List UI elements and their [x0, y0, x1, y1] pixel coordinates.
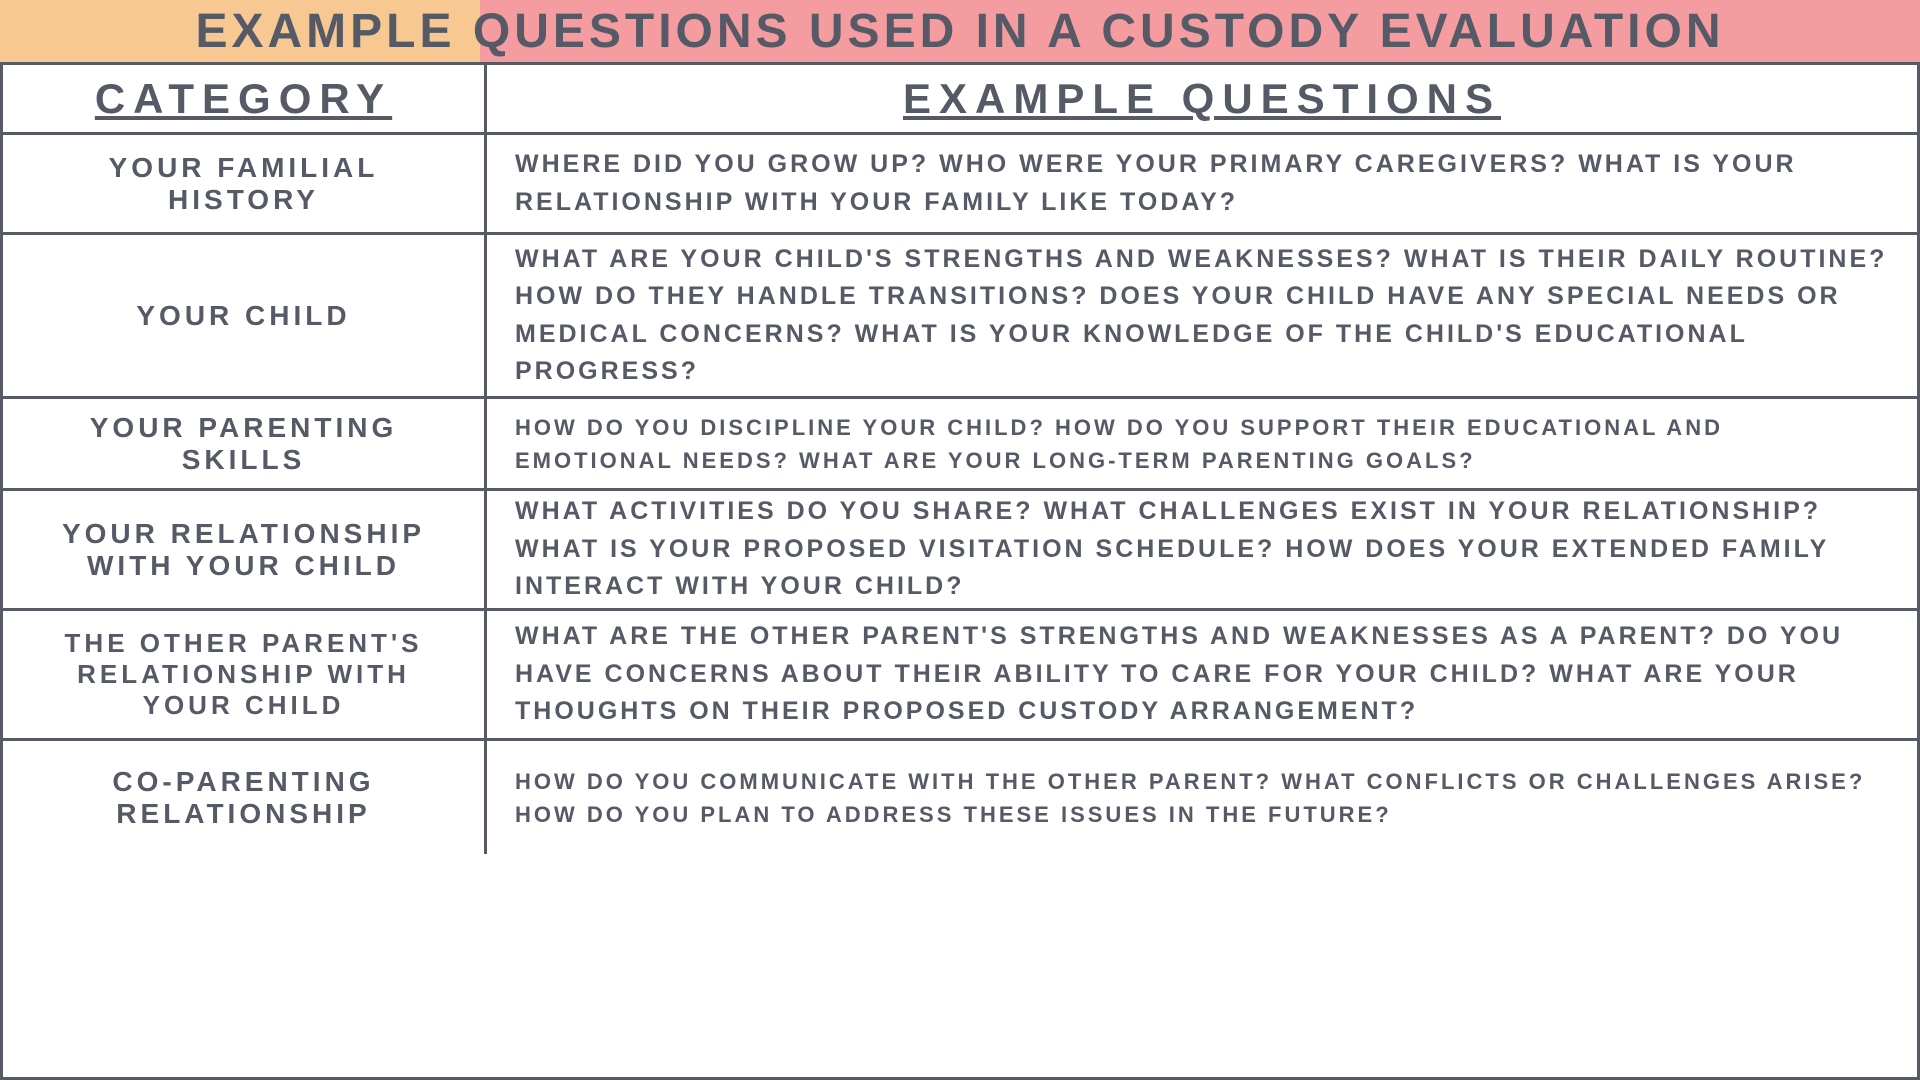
category-text: YOUR FAMILIAL HISTORY	[35, 152, 452, 216]
category-text: CO-PARENTING RELATIONSHIP	[35, 766, 452, 830]
table-row: YOUR RELATIONSHIP WITH YOUR CHILD WHAT A…	[3, 488, 1917, 608]
questions-text: HOW DO YOU COMMUNICATE WITH THE OTHER PA…	[515, 765, 1889, 831]
category-cell: THE OTHER PARENT'S RELATIONSHIP WITH YOU…	[3, 611, 487, 738]
category-text: YOUR PARENTING SKILLS	[35, 412, 452, 476]
questions-text: WHAT ACTIVITIES DO YOU SHARE? WHAT CHALL…	[515, 493, 1889, 606]
questions-text: HOW DO YOU DISCIPLINE YOUR CHILD? HOW DO…	[515, 411, 1889, 477]
questions-text: WHERE DID YOU GROW UP? WHO WERE YOUR PRI…	[515, 146, 1889, 221]
category-cell: YOUR PARENTING SKILLS	[3, 399, 487, 488]
category-cell: YOUR CHILD	[3, 235, 487, 396]
questions-cell: WHERE DID YOU GROW UP? WHO WERE YOUR PRI…	[487, 135, 1917, 232]
questions-cell: WHAT ARE THE OTHER PARENT'S STRENGTHS AN…	[487, 611, 1917, 738]
table-header-row: CATEGORY EXAMPLE QUESTIONS	[3, 62, 1917, 132]
category-cell: CO-PARENTING RELATIONSHIP	[3, 741, 487, 854]
page-title: EXAMPLE QUESTIONS USED IN A CUSTODY EVAL…	[0, 0, 1920, 62]
category-text: YOUR RELATIONSHIP WITH YOUR CHILD	[35, 518, 452, 582]
header-category: CATEGORY	[3, 65, 487, 132]
table-row: THE OTHER PARENT'S RELATIONSHIP WITH YOU…	[3, 608, 1917, 738]
table-row: YOUR FAMILIAL HISTORY WHERE DID YOU GROW…	[3, 132, 1917, 232]
table-row: YOUR CHILD WHAT ARE YOUR CHILD'S STRENGT…	[3, 232, 1917, 396]
table-row: CO-PARENTING RELATIONSHIP HOW DO YOU COM…	[3, 738, 1917, 854]
page-wrap: EXAMPLE QUESTIONS USED IN A CUSTODY EVAL…	[0, 0, 1920, 1080]
category-text: THE OTHER PARENT'S RELATIONSHIP WITH YOU…	[35, 628, 452, 721]
category-text: YOUR CHILD	[136, 300, 350, 332]
questions-cell: WHAT ACTIVITIES DO YOU SHARE? WHAT CHALL…	[487, 491, 1917, 608]
questions-cell: HOW DO YOU DISCIPLINE YOUR CHILD? HOW DO…	[487, 399, 1917, 488]
questions-cell: HOW DO YOU COMMUNICATE WITH THE OTHER PA…	[487, 741, 1917, 854]
questions-text: WHAT ARE THE OTHER PARENT'S STRENGTHS AN…	[515, 618, 1889, 731]
header-questions: EXAMPLE QUESTIONS	[487, 65, 1917, 132]
questions-text: WHAT ARE YOUR CHILD'S STRENGTHS AND WEAK…	[515, 241, 1889, 391]
table-row: YOUR PARENTING SKILLS HOW DO YOU DISCIPL…	[3, 396, 1917, 488]
category-cell: YOUR FAMILIAL HISTORY	[3, 135, 487, 232]
category-cell: YOUR RELATIONSHIP WITH YOUR CHILD	[3, 491, 487, 608]
questions-cell: WHAT ARE YOUR CHILD'S STRENGTHS AND WEAK…	[487, 235, 1917, 396]
questions-table: CATEGORY EXAMPLE QUESTIONS YOUR FAMILIAL…	[0, 62, 1920, 1080]
